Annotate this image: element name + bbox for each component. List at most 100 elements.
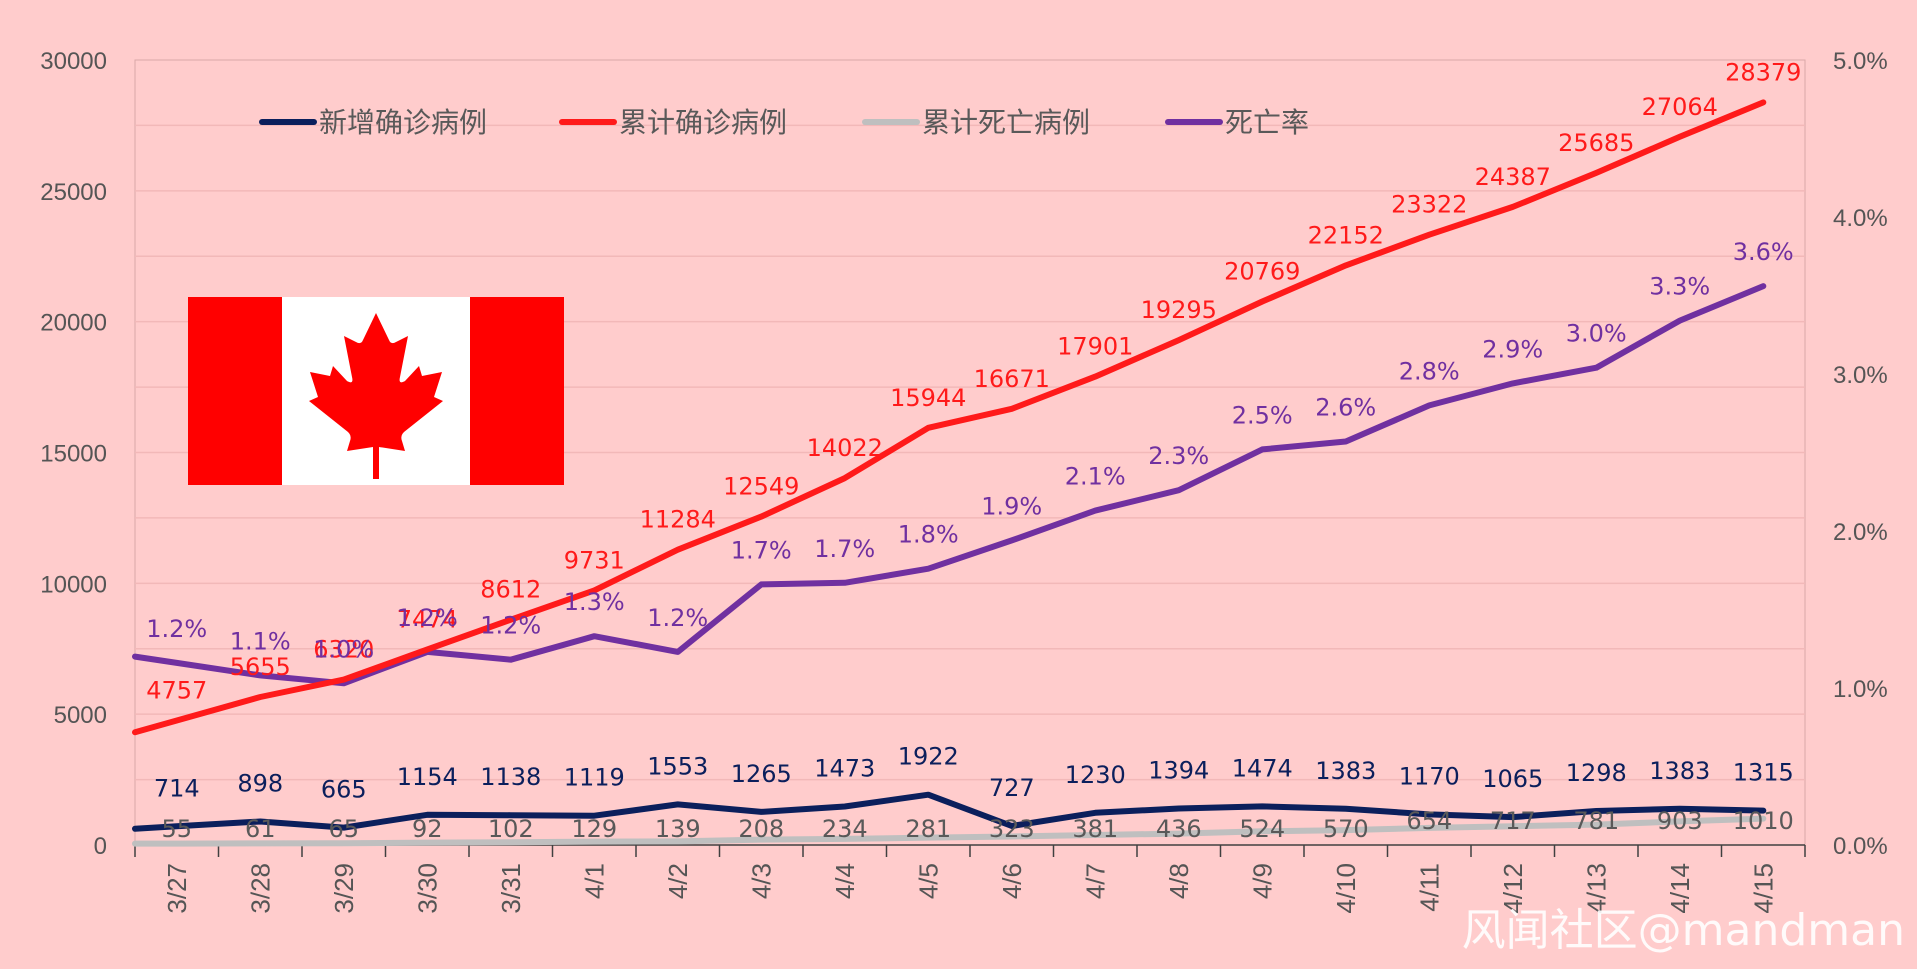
y-right-tick-label: 5.0% bbox=[1833, 48, 1888, 75]
data-label: 1265 bbox=[731, 760, 792, 788]
data-label: 1.0% bbox=[313, 635, 374, 663]
legend-entry: 累计死亡病例 bbox=[922, 106, 1090, 139]
data-label: 16671 bbox=[974, 365, 1050, 393]
data-label: 20769 bbox=[1224, 258, 1300, 286]
data-label: 1.9% bbox=[981, 492, 1042, 520]
x-tick-label: 4/5 bbox=[913, 863, 943, 899]
data-label: 65 bbox=[328, 815, 359, 843]
data-label: 1170 bbox=[1399, 762, 1460, 790]
data-label: 323 bbox=[989, 815, 1035, 843]
y-left-tick-label: 30000 bbox=[40, 48, 107, 75]
data-label: 234 bbox=[822, 815, 868, 843]
data-label: 1383 bbox=[1315, 757, 1376, 785]
y-left-tick-label: 15000 bbox=[40, 441, 107, 468]
y-left-tick-label: 5000 bbox=[54, 702, 107, 729]
x-tick-label: 4/10 bbox=[1331, 863, 1361, 914]
data-label: 1.8% bbox=[898, 521, 959, 549]
data-label: 381 bbox=[1072, 815, 1118, 843]
y-right-tick-label: 3.0% bbox=[1833, 362, 1888, 389]
data-label: 524 bbox=[1239, 815, 1285, 843]
data-label: 2.1% bbox=[1065, 463, 1126, 491]
data-label: 14022 bbox=[807, 434, 883, 462]
data-label: 139 bbox=[655, 815, 701, 843]
data-label: 22152 bbox=[1308, 221, 1384, 249]
data-label: 1474 bbox=[1232, 754, 1293, 782]
data-label: 3.3% bbox=[1649, 273, 1710, 301]
x-tick-label: 3/28 bbox=[245, 863, 275, 914]
data-label: 1473 bbox=[814, 754, 875, 782]
x-tick-label: 3/30 bbox=[412, 863, 442, 914]
data-label: 92 bbox=[412, 815, 443, 843]
y-right-tick-label: 1.0% bbox=[1833, 676, 1888, 703]
data-label: 1138 bbox=[480, 763, 541, 791]
legend-entry: 死亡率 bbox=[1225, 106, 1309, 139]
data-label: 2.8% bbox=[1399, 357, 1460, 385]
data-label: 1553 bbox=[647, 752, 708, 780]
y-right-tick-label: 4.0% bbox=[1833, 205, 1888, 232]
y-right-tick-label: 0.0% bbox=[1833, 833, 1888, 860]
data-label: 19295 bbox=[1141, 296, 1217, 324]
y-left-tick-label: 25000 bbox=[40, 179, 107, 206]
legend: 新增确诊病例 累计确诊病例 累计死亡病例 死亡率 bbox=[259, 106, 1309, 139]
axes: 0 5000 10000 15000 20000 25000 30000 0.0% 1.0% 2.… bbox=[40, 48, 1887, 914]
data-label: 436 bbox=[1156, 815, 1202, 843]
x-tick-label: 4/3 bbox=[746, 863, 776, 899]
data-label: 23322 bbox=[1391, 191, 1467, 219]
series-line-2 bbox=[132, 815, 1767, 847]
data-label: 1394 bbox=[1148, 757, 1209, 785]
x-tick-label: 4/4 bbox=[830, 863, 860, 899]
data-label: 898 bbox=[237, 770, 283, 798]
data-label: 1.1% bbox=[230, 627, 291, 655]
x-tick-label: 4/7 bbox=[1080, 863, 1110, 899]
data-label: 129 bbox=[571, 815, 617, 843]
data-label: 2.5% bbox=[1232, 401, 1293, 429]
x-tick-label: 4/9 bbox=[1247, 863, 1277, 899]
data-label: 1.3% bbox=[564, 588, 625, 616]
data-label: 1.2% bbox=[146, 615, 207, 643]
data-label: 55 bbox=[161, 815, 192, 843]
x-tick-label: 3/31 bbox=[496, 863, 526, 914]
x-tick-label: 4/1 bbox=[579, 863, 609, 899]
data-label: 8612 bbox=[480, 576, 541, 604]
data-label: 1298 bbox=[1566, 759, 1627, 787]
series-line-0 bbox=[132, 791, 1767, 832]
data-label: 6320 bbox=[313, 636, 374, 664]
data-labels: 714 898 665 1154 1138 1119 1553 1265 1473 1922 727… bbox=[146, 58, 1801, 843]
data-label: 1922 bbox=[898, 743, 959, 771]
data-label: 9731 bbox=[564, 546, 625, 574]
data-label: 27064 bbox=[1642, 93, 1718, 121]
x-tick-label: 4/13 bbox=[1581, 863, 1611, 914]
watermark: 风闻社区@mandman bbox=[1462, 905, 1905, 956]
data-label: 17901 bbox=[1057, 333, 1133, 361]
data-label: 2.6% bbox=[1315, 394, 1376, 422]
data-label: 4757 bbox=[146, 677, 207, 705]
data-label: 208 bbox=[738, 815, 784, 843]
x-tick-label: 4/11 bbox=[1414, 863, 1444, 912]
x-tick-label: 4/2 bbox=[663, 863, 693, 899]
y-left-tick-label: 0 bbox=[94, 833, 107, 860]
x-tick-label: 4/6 bbox=[997, 863, 1027, 899]
flag-left-band bbox=[188, 297, 282, 485]
legend-entry: 新增确诊病例 bbox=[319, 106, 487, 139]
data-label: 11284 bbox=[640, 506, 716, 534]
gridlines bbox=[135, 124, 1805, 781]
data-label: 714 bbox=[154, 774, 200, 802]
data-label: 727 bbox=[989, 774, 1035, 802]
canada-flag-icon bbox=[188, 297, 564, 485]
data-label: 1383 bbox=[1649, 757, 1710, 785]
data-label: 28379 bbox=[1725, 58, 1801, 86]
flag-right-band bbox=[470, 297, 564, 485]
data-label: 1065 bbox=[1482, 765, 1543, 793]
data-label: 1315 bbox=[1733, 759, 1794, 787]
data-label: 61 bbox=[245, 815, 276, 843]
data-label: 1.7% bbox=[814, 535, 875, 563]
series-layer bbox=[132, 99, 1767, 847]
x-tick-label: 3/29 bbox=[329, 863, 359, 914]
data-label: 1119 bbox=[564, 764, 625, 792]
data-label: 12549 bbox=[723, 473, 799, 501]
data-label: 1.2% bbox=[480, 612, 541, 640]
y-right-tick-label: 2.0% bbox=[1833, 519, 1888, 546]
series-line-1 bbox=[132, 99, 1767, 736]
data-label: 2.9% bbox=[1482, 335, 1543, 363]
